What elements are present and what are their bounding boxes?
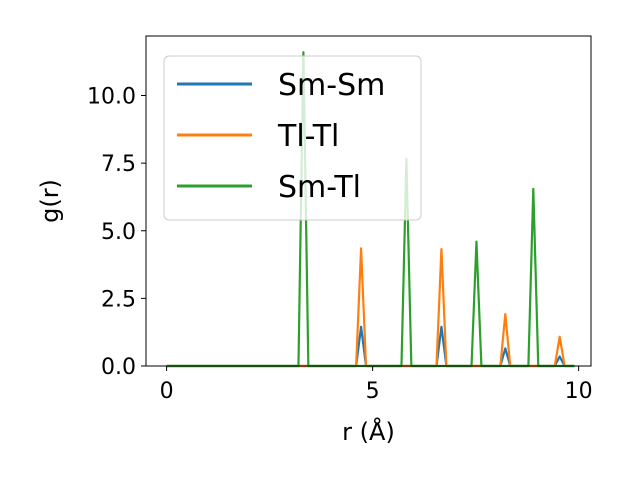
y-axis: 0.0 2.5 5.0 7.5 10.0	[87, 85, 146, 380]
axes-frame	[145, 35, 592, 367]
legend-label: Sm-Tl	[278, 170, 361, 205]
x-tick-label: 10	[565, 379, 593, 404]
legend-label: Tl-Tl	[277, 119, 339, 154]
y-tick-label: 0.0	[101, 355, 136, 380]
series-line-tl-tl	[166, 247, 575, 368]
legend-box	[163, 55, 422, 221]
legend: Sm-Sm Tl-Tl Sm-Tl	[163, 55, 422, 221]
series-line-sm-sm	[166, 325, 575, 368]
y-tick-label: 10.0	[87, 85, 136, 110]
y-tick-label: 7.5	[101, 152, 136, 177]
y-tick-label: 2.5	[101, 287, 136, 312]
x-tick-label: 0	[160, 379, 174, 404]
y-axis-label: g(r)	[36, 179, 64, 223]
x-axis: 0 5 10	[160, 366, 593, 404]
x-axis-label: r (Å)	[342, 417, 395, 446]
x-tick-label: 5	[366, 379, 380, 404]
legend-label: Sm-Sm	[278, 68, 385, 103]
y-tick-label: 5.0	[101, 220, 136, 245]
